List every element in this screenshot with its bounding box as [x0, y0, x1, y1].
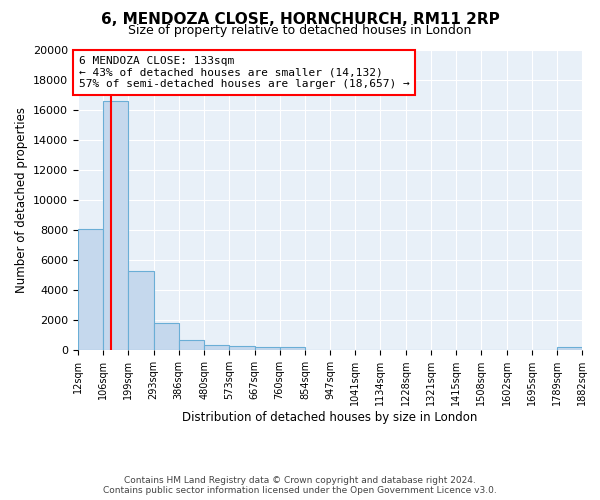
Bar: [254, 346, 280, 350]
Text: 6 MENDOZA CLOSE: 133sqm
← 43% of detached houses are smaller (14,132)
57% of sem: 6 MENDOZA CLOSE: 133sqm ← 43% of detache…: [79, 56, 409, 89]
Text: Contains HM Land Registry data © Crown copyright and database right 2024.
Contai: Contains HM Land Registry data © Crown c…: [103, 476, 497, 495]
Bar: [204, 345, 229, 350]
Y-axis label: Number of detached properties: Number of detached properties: [14, 107, 28, 293]
Bar: [78, 228, 103, 350]
Text: 6, MENDOZA CLOSE, HORNCHURCH, RM11 2RP: 6, MENDOZA CLOSE, HORNCHURCH, RM11 2RP: [101, 12, 499, 28]
Bar: [154, 323, 179, 350]
Bar: [128, 270, 154, 350]
Bar: [103, 101, 128, 350]
Bar: [280, 348, 305, 350]
X-axis label: Distribution of detached houses by size in London: Distribution of detached houses by size …: [182, 411, 478, 424]
Bar: [179, 340, 204, 350]
Bar: [229, 346, 254, 350]
Bar: [557, 347, 582, 350]
Text: Size of property relative to detached houses in London: Size of property relative to detached ho…: [128, 24, 472, 37]
